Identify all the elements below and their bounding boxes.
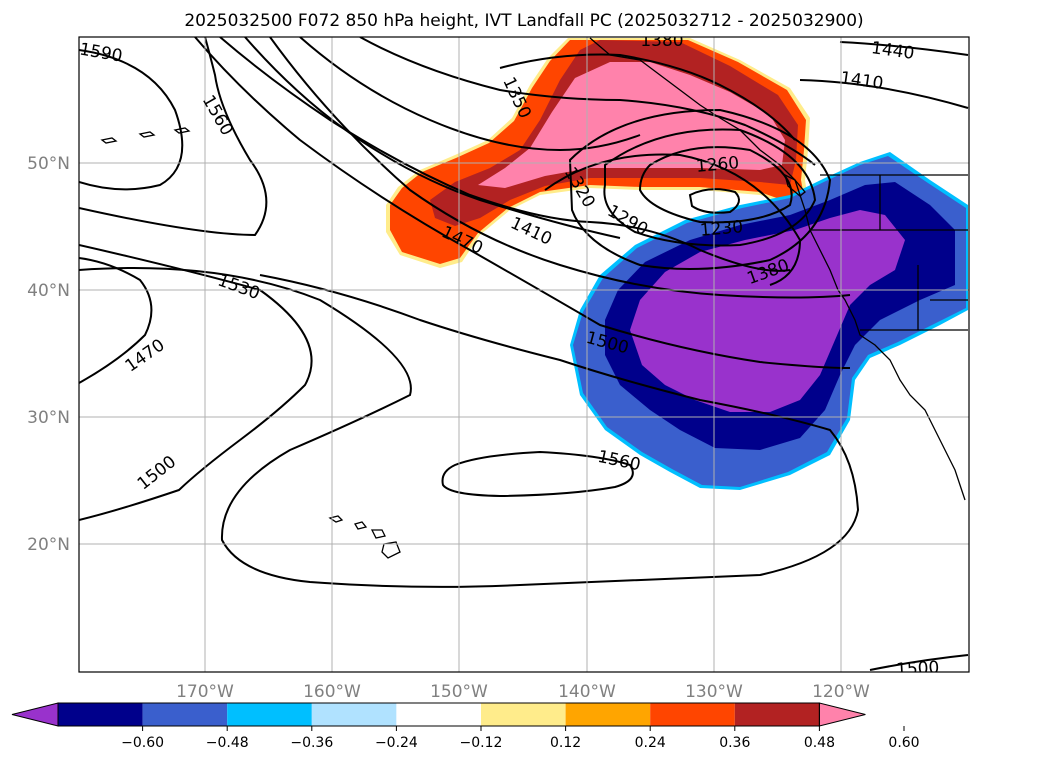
contour-1410-north bbox=[299, 37, 641, 152]
figure-title: 2025032500 F072 850 hPa height, IVT Land… bbox=[184, 11, 863, 31]
graticule bbox=[79, 37, 969, 672]
colorbar-segment bbox=[311, 703, 397, 726]
contour-label: 1260 bbox=[695, 153, 740, 177]
lat-label-30n: 30°N bbox=[27, 408, 70, 428]
vancouver-island bbox=[783, 173, 806, 197]
positive-anomaly-pink bbox=[478, 62, 785, 188]
contour-1530 bbox=[79, 244, 313, 521]
lon-label-170w: 170°W bbox=[176, 682, 234, 702]
lon-label-120w: 120°W bbox=[812, 682, 870, 702]
positive-anomaly-region bbox=[386, 38, 810, 268]
colorbar-extend-min bbox=[11, 702, 59, 727]
contour-1230-ring bbox=[688, 188, 740, 214]
hawaii-islands bbox=[328, 515, 401, 559]
colorbar-extend-max bbox=[818, 702, 866, 727]
latitude-labels: 50°N 40°N 30°N 20°N bbox=[27, 154, 70, 555]
map-frame bbox=[78, 36, 970, 673]
lat-label-20n: 20°N bbox=[27, 535, 70, 555]
contour-label: 1500 bbox=[896, 658, 940, 680]
aleutian-islands bbox=[100, 127, 191, 144]
colorbar-segment bbox=[396, 703, 481, 726]
colorbar-tick-label: 0.12 bbox=[550, 735, 581, 751]
coastlines bbox=[100, 37, 968, 559]
contour-1320-ring bbox=[568, 108, 832, 270]
contour-1500-se bbox=[869, 654, 969, 671]
contour-1380-north bbox=[359, 37, 816, 166]
contour-1500-big bbox=[79, 267, 860, 588]
contour-1500-band bbox=[194, 37, 851, 369]
contour-1290-ring bbox=[603, 128, 817, 247]
contour-1350-north bbox=[499, 53, 796, 141]
contour-1470-west bbox=[79, 257, 153, 384]
colorbar-outline bbox=[57, 702, 820, 727]
colorbar-segment bbox=[481, 703, 566, 726]
colorbar-segment bbox=[58, 703, 143, 726]
contour-label: 1230 bbox=[699, 217, 744, 241]
contour-1560-west bbox=[79, 37, 268, 237]
negative-anomaly-purple bbox=[630, 210, 905, 412]
contour-1440-band bbox=[244, 37, 621, 239]
colorbar-segment bbox=[142, 703, 228, 726]
colorbar-tick-label: −0.36 bbox=[290, 735, 333, 751]
colorbar-tick-label: 0.60 bbox=[888, 735, 919, 751]
contour-label: 1380 bbox=[640, 31, 683, 51]
state-borders bbox=[810, 174, 968, 331]
lat-label-40n: 40°N bbox=[27, 281, 70, 301]
contour-1410-ne bbox=[799, 79, 969, 109]
colorbar-tick-label: 0.36 bbox=[719, 735, 750, 751]
colorbar-tick-label: 0.48 bbox=[804, 735, 835, 751]
colorbar-segment bbox=[734, 703, 820, 726]
lon-label-150w: 150°W bbox=[430, 682, 488, 702]
colorbar-segment bbox=[565, 703, 651, 726]
contour-1380-ring bbox=[544, 153, 802, 286]
contour-1410-band bbox=[219, 37, 791, 272]
colorbar-tick-label: −0.12 bbox=[460, 735, 503, 751]
colorbar-segment bbox=[650, 703, 735, 726]
colorbar-tick-label: −0.48 bbox=[206, 735, 249, 751]
lat-label-50n: 50°N bbox=[27, 154, 70, 174]
longitude-labels: 170°W 160°W 150°W 140°W 130°W 120°W bbox=[176, 682, 870, 702]
lon-label-140w: 140°W bbox=[558, 682, 616, 702]
colorbar-tick-label: 0.24 bbox=[635, 735, 666, 751]
contour-1560-south bbox=[441, 450, 634, 498]
contour-1440 bbox=[839, 41, 969, 56]
colorbar-segment bbox=[227, 703, 312, 726]
colorbar: −0.60 −0.48 −0.36 −0.24 −0.12 0.12 0.24 0.36 0.4… bbox=[11, 702, 920, 751]
map-panel: 1590 1560 1350 1380 1440 1410 1260 1320 … bbox=[78, 31, 970, 680]
contour-1260-ring bbox=[638, 146, 793, 224]
na-coastline bbox=[589, 37, 966, 501]
colorbar-tick-label: −0.60 bbox=[121, 735, 164, 751]
lon-label-160w: 160°W bbox=[303, 682, 361, 702]
colorbar-tick-label: −0.24 bbox=[375, 735, 418, 751]
lon-label-130w: 130°W bbox=[685, 682, 743, 702]
height-contours bbox=[79, 37, 969, 671]
contour-1590-west bbox=[79, 49, 184, 191]
